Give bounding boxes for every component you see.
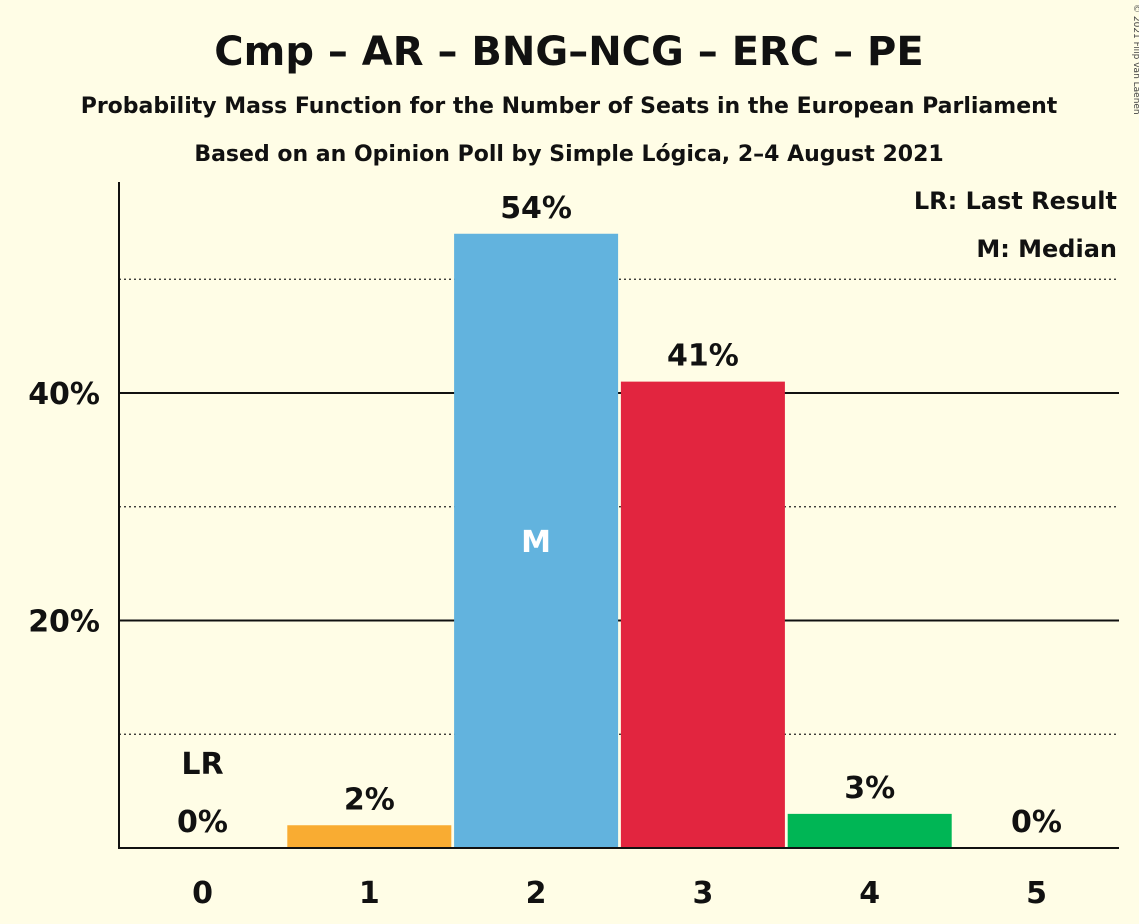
gridlines — [119, 278, 1119, 735]
bar-seats-1 — [287, 825, 452, 848]
x-tick-label: 3 — [692, 876, 713, 911]
chart-title: Cmp – AR – BNG–NCG – ERC – PE — [214, 29, 923, 75]
data-label: 2% — [344, 782, 395, 817]
data-label: 0% — [177, 805, 228, 840]
median-marker: M — [521, 525, 551, 560]
x-tick-label: 1 — [359, 876, 380, 911]
bar-seats-3 — [620, 381, 785, 848]
axes — [118, 182, 1119, 849]
legend-last-result: LR: Last Result — [914, 187, 1117, 215]
chart-subtitle: Probability Mass Function for the Number… — [81, 94, 1058, 119]
y-tick-label: 40% — [28, 377, 100, 412]
x-tick-label: 2 — [526, 876, 547, 911]
x-tick-label: 5 — [1026, 876, 1047, 911]
data-label: 3% — [844, 771, 895, 806]
legend-median: M: Median — [976, 235, 1117, 263]
labels: 20% 40% 0 1 2 3 4 5 0% 2% 54% 41% 3% 0% LR M — [28, 191, 1062, 911]
data-label: 41% — [667, 339, 739, 374]
x-tick-label: 0 — [192, 876, 213, 911]
chart-source-line: Based on an Opinion Poll by Simple Lógic… — [194, 142, 943, 167]
copyright-notice: © 2021 Filip van Laenen — [1131, 4, 1139, 115]
x-tick-label: 4 — [859, 876, 880, 911]
bar-seats-4 — [787, 813, 952, 848]
bars — [287, 233, 952, 848]
bar-seats-2 — [454, 233, 619, 848]
data-label: 0% — [1011, 805, 1062, 840]
last-result-marker: LR — [181, 747, 223, 782]
data-label: 54% — [500, 191, 572, 226]
y-tick-label: 20% — [28, 605, 100, 640]
